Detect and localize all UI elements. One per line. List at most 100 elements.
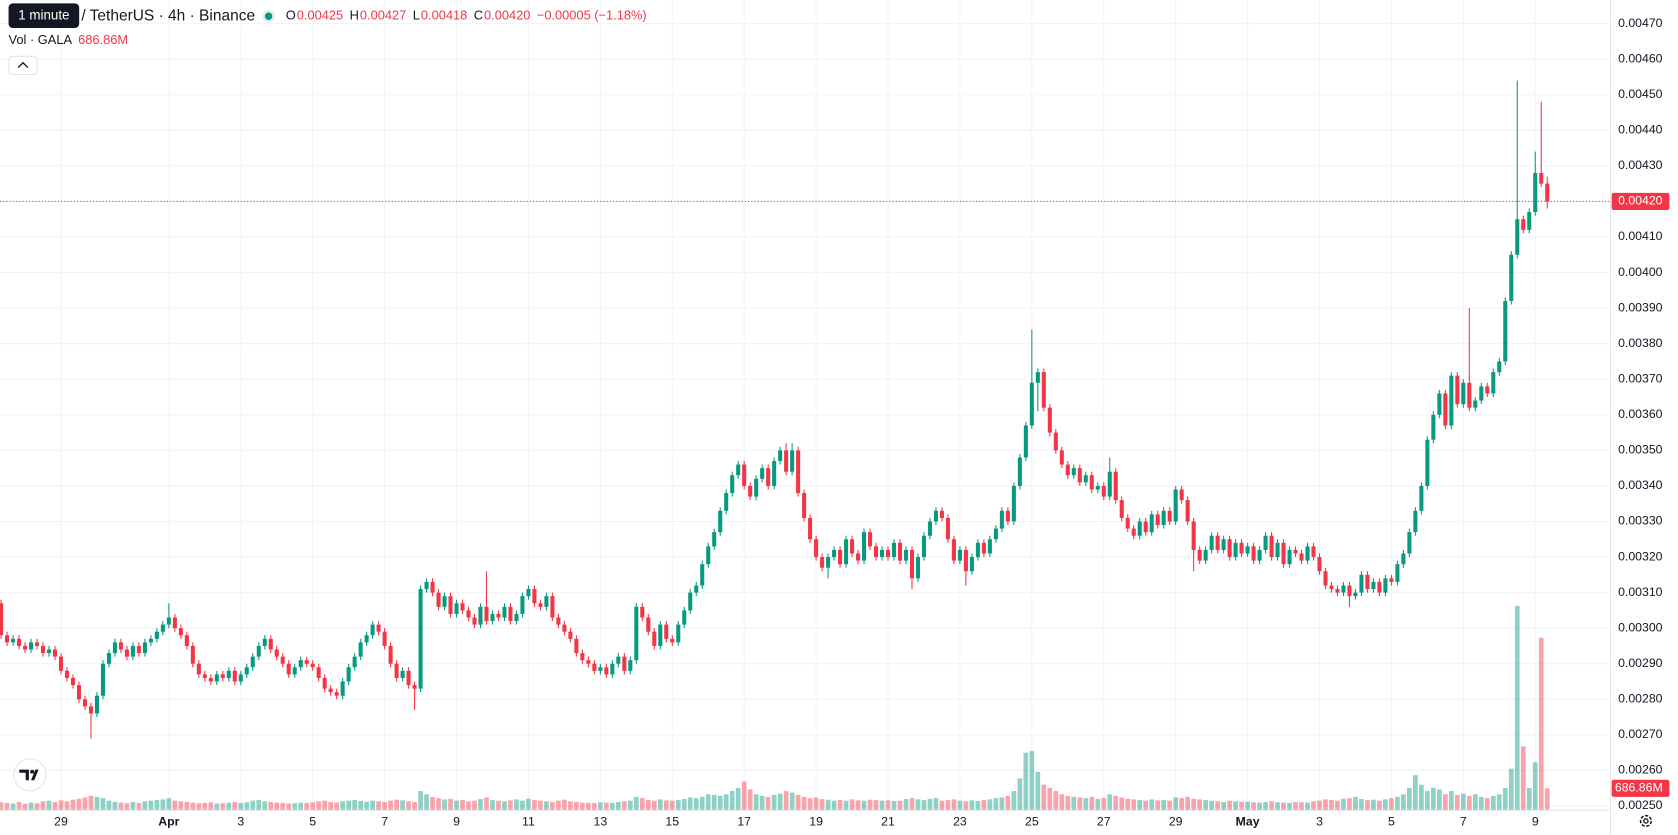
- x-tick-label: 11: [522, 814, 535, 828]
- candle-body: [1347, 585, 1352, 597]
- candle-body: [879, 549, 885, 558]
- volume-bar: [1017, 778, 1023, 811]
- volume-bar: [250, 800, 256, 811]
- volume-bar: [849, 799, 855, 811]
- volume-bar: [1041, 784, 1047, 811]
- volume-bar: [124, 803, 130, 811]
- volume-bar: [1341, 798, 1346, 811]
- volume-bar: [1544, 788, 1550, 811]
- candle-body: [1473, 400, 1478, 408]
- volume-bar: [1203, 800, 1208, 811]
- candle-body: [1515, 219, 1520, 255]
- y-tick-label: 0.00260: [1618, 763, 1663, 777]
- candle-body: [316, 667, 321, 678]
- volume-bar: [136, 802, 142, 811]
- candle-body: [1311, 546, 1316, 558]
- candle-body: [1293, 549, 1298, 554]
- volume-bar: [1365, 800, 1370, 811]
- volume-bar: [1460, 793, 1466, 811]
- candle-body: [933, 510, 938, 522]
- candle-body: [766, 468, 771, 486]
- volume-bar: [58, 800, 64, 811]
- volume-bar: [1275, 802, 1280, 811]
- volume-bar: [34, 803, 40, 811]
- candle-body: [244, 667, 249, 675]
- volume-bar: [1347, 798, 1352, 811]
- volume-bar: [981, 800, 987, 811]
- candle-body: [232, 670, 237, 682]
- volume-bar: [717, 795, 723, 811]
- candle-body: [1095, 485, 1100, 490]
- candle-body: [1407, 532, 1412, 554]
- candle-body: [1017, 457, 1022, 486]
- y-tick-label: 0.00320: [1618, 549, 1663, 563]
- candle-body: [322, 677, 327, 689]
- volume-bar: [1329, 800, 1334, 811]
- symbol[interactable]: / TetherUS · 4h · Binance: [81, 7, 255, 24]
- x-tick-label: Apr: [158, 814, 179, 828]
- volume-bar: [238, 802, 244, 811]
- candle-body: [616, 656, 621, 664]
- candle-body: [154, 631, 159, 639]
- collapse-button[interactable]: [8, 55, 38, 76]
- candle-body: [526, 589, 531, 597]
- volume-bar: [1401, 794, 1406, 811]
- ohlc-key: H: [350, 8, 359, 23]
- volume-bar: [586, 802, 591, 811]
- candle-body: [214, 674, 219, 682]
- candle-body: [502, 606, 507, 618]
- x-tick-label: 5: [1388, 814, 1395, 828]
- candle-body: [1437, 393, 1442, 415]
- y-tick-label: 0.00410: [1618, 229, 1663, 243]
- candle-body: [706, 546, 711, 565]
- candle-body: [784, 450, 789, 472]
- candle-body: [208, 677, 213, 682]
- candle-body: [1071, 468, 1076, 476]
- y-tick-label: 0.00400: [1618, 265, 1663, 279]
- volume-bar: [130, 801, 136, 811]
- volume-bar: [1431, 787, 1436, 811]
- volume-bar: [172, 800, 178, 811]
- volume-bar: [663, 800, 669, 811]
- settings[interactable]: [1639, 814, 1652, 828]
- volume-bar: [1323, 799, 1328, 811]
- candle-body: [418, 589, 423, 689]
- volume-bar: [262, 801, 268, 811]
- candle-body: [1389, 578, 1394, 582]
- candle-body: [628, 660, 633, 671]
- volume-bar: [226, 802, 232, 811]
- volume-bar: [1508, 768, 1514, 811]
- volume-bar: [813, 797, 819, 811]
- candle-body: [1053, 432, 1058, 451]
- candle-body: [598, 667, 603, 671]
- candle-body: [975, 542, 980, 558]
- volume-bar: [1496, 794, 1502, 811]
- x-tick-label: 9: [453, 814, 460, 828]
- volume-bar: [759, 795, 765, 811]
- candle-body: [1455, 375, 1460, 405]
- volume-bar: [1448, 791, 1454, 811]
- x-tick-label: 3: [237, 814, 244, 828]
- candle-body: [436, 592, 441, 607]
- candle-body: [52, 649, 58, 657]
- volume-bar: [82, 797, 88, 811]
- volume-bar: [304, 802, 310, 811]
- settings-gear: [1639, 814, 1652, 828]
- volume-bar: [526, 798, 531, 811]
- candle-body: [694, 585, 699, 593]
- candle-body: [88, 706, 93, 714]
- volume-bar: [675, 800, 681, 811]
- candle-body: [298, 660, 303, 668]
- logo[interactable]: [13, 758, 47, 792]
- candle-body: [999, 510, 1004, 529]
- volume-bar: [1514, 605, 1520, 811]
- volume-bar: [1490, 795, 1496, 811]
- candle-body: [286, 663, 291, 675]
- candle-body: [256, 645, 261, 657]
- x-tick-label: 9: [1532, 814, 1539, 828]
- volume-bar: [532, 800, 537, 811]
- candle-body: [106, 653, 111, 664]
- volume-value: 686.86M: [78, 32, 128, 47]
- candle-body: [718, 510, 723, 533]
- candle-body: [388, 645, 393, 664]
